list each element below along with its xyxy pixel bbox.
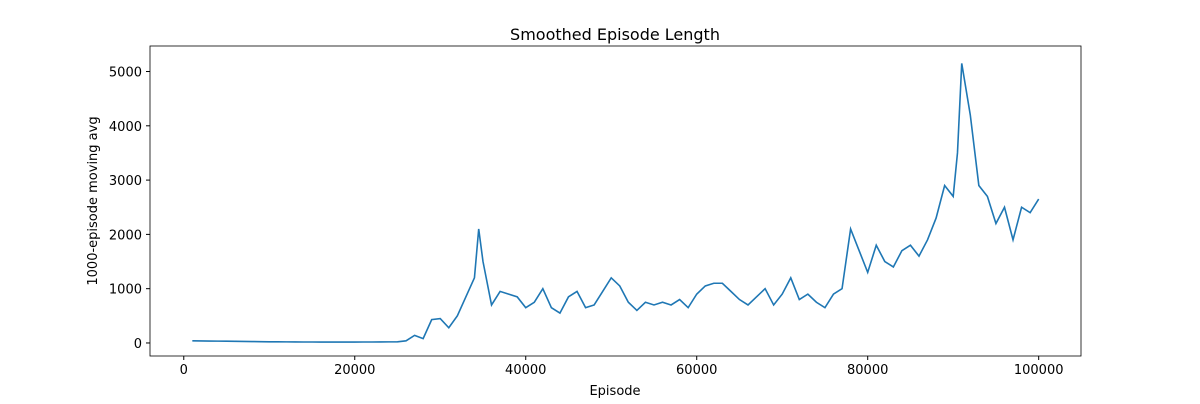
y-tick-label: 0 <box>134 337 142 352</box>
y-tick-label: 3000 <box>109 174 142 189</box>
x-tick-label: 20000 <box>334 363 375 378</box>
x-tick-label: 40000 <box>505 363 546 378</box>
plot-frame <box>149 45 1082 357</box>
y-axis-label: 1000-episode moving avg <box>86 116 101 285</box>
x-axis-label: Episode <box>589 384 640 399</box>
y-tick-label: 4000 <box>109 120 142 135</box>
y-tick-label: 5000 <box>109 66 142 81</box>
x-tick-label: 60000 <box>676 363 717 378</box>
line-series <box>192 63 1040 343</box>
chart-title: Smoothed Episode Length <box>510 25 720 44</box>
x-tick-label: 80000 <box>847 363 888 378</box>
x-tick-label: 100000 <box>1014 363 1064 378</box>
x-tick-label: 0 <box>180 363 188 378</box>
y-tick-label: 1000 <box>109 283 142 298</box>
y-tick-label: 2000 <box>109 228 142 243</box>
